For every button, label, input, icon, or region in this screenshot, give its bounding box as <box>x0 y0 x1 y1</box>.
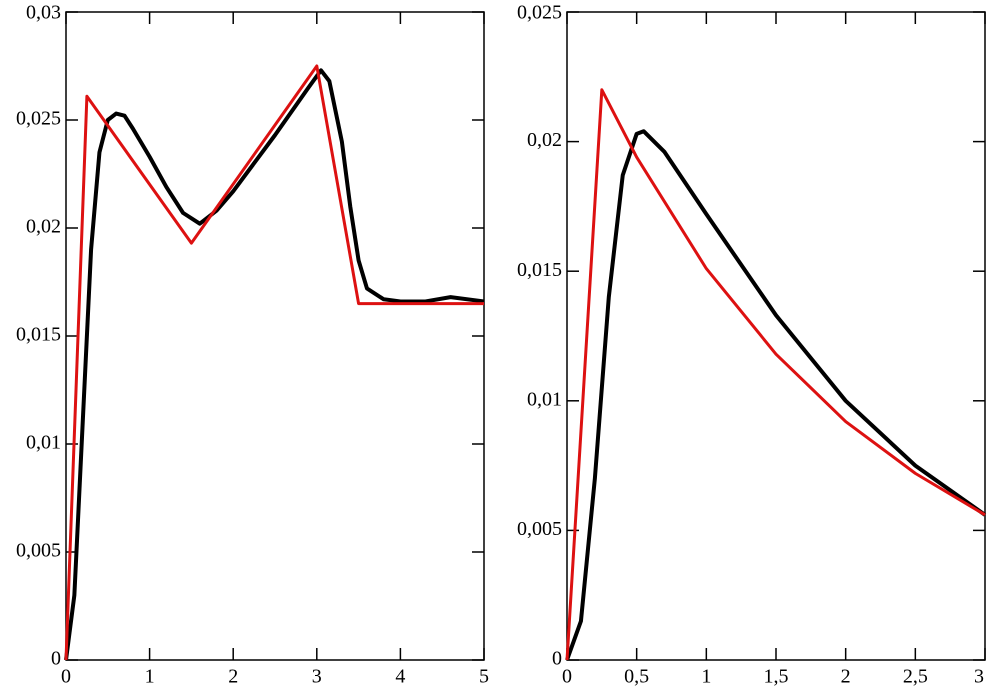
y-tick-label: 0 <box>51 648 61 670</box>
x-tick-label: 4 <box>395 666 405 688</box>
y-tick-label: 0,015 <box>517 259 562 281</box>
data-line <box>565 129 987 661</box>
y-tick-label: 0,005 <box>16 540 61 562</box>
x-tick-label: 2 <box>841 666 851 688</box>
y-tick-label: 0,005 <box>517 518 562 540</box>
x-tick-label: 2 <box>228 666 238 688</box>
y-tick-label: 0,03 <box>26 2 61 24</box>
x-tick-label: 1 <box>145 666 155 688</box>
x-tick-label: 1,5 <box>764 666 789 688</box>
x-tick-label: 1 <box>701 666 711 688</box>
y-tick-label: 0,02 <box>527 129 562 151</box>
x-tick-label: 2,5 <box>903 666 928 688</box>
x-tick-label: 5 <box>479 666 489 688</box>
y-tick-label: 0,025 <box>16 108 61 130</box>
y-tick-label: 0,01 <box>26 432 61 454</box>
x-tick-label: 3 <box>312 666 322 688</box>
plot-frame <box>566 11 986 661</box>
y-tick-label: 0,01 <box>527 388 562 410</box>
data-line <box>64 68 485 661</box>
y-tick-label: 0,025 <box>517 2 562 24</box>
x-tick-label: 0 <box>61 666 71 688</box>
x-tick-label: 3 <box>974 666 984 688</box>
y-tick-label: 0,02 <box>26 216 61 238</box>
plot-frame <box>65 11 485 661</box>
x-tick-label: 0 <box>562 666 572 688</box>
y-tick-label: 0,015 <box>16 324 61 346</box>
y-tick-label: 0 <box>552 648 562 670</box>
data-line <box>565 88 986 661</box>
data-line <box>64 64 484 661</box>
x-tick-label: 0,5 <box>624 666 649 688</box>
